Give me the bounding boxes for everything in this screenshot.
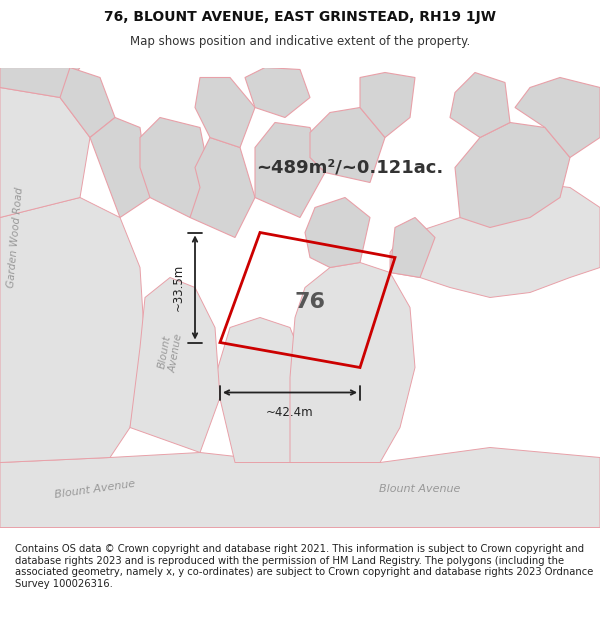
Text: ~489m²/~0.121ac.: ~489m²/~0.121ac.: [256, 159, 443, 176]
Polygon shape: [455, 122, 570, 228]
Text: ~33.5m: ~33.5m: [172, 264, 185, 311]
Polygon shape: [255, 122, 325, 218]
Polygon shape: [305, 198, 370, 268]
Polygon shape: [245, 68, 310, 118]
Polygon shape: [130, 278, 220, 452]
Text: Contains OS data © Crown copyright and database right 2021. This information is : Contains OS data © Crown copyright and d…: [15, 544, 593, 589]
Polygon shape: [515, 78, 600, 158]
Polygon shape: [90, 118, 150, 218]
Text: Blount Avenue: Blount Avenue: [54, 479, 136, 500]
Polygon shape: [0, 198, 145, 462]
Polygon shape: [360, 72, 415, 138]
Text: ~42.4m: ~42.4m: [266, 406, 314, 419]
Polygon shape: [0, 88, 90, 218]
Polygon shape: [0, 68, 80, 98]
Polygon shape: [0, 448, 600, 528]
Text: Blount Avenue: Blount Avenue: [379, 484, 461, 494]
Text: Blount
Avenue: Blount Avenue: [156, 331, 184, 374]
Polygon shape: [215, 318, 310, 462]
Text: 76, BLOUNT AVENUE, EAST GRINSTEAD, RH19 1JW: 76, BLOUNT AVENUE, EAST GRINSTEAD, RH19 …: [104, 9, 496, 24]
Polygon shape: [450, 72, 510, 138]
Polygon shape: [390, 217, 435, 278]
Polygon shape: [60, 68, 115, 138]
Polygon shape: [290, 262, 415, 462]
Text: Map shows position and indicative extent of the property.: Map shows position and indicative extent…: [130, 35, 470, 48]
Polygon shape: [390, 182, 600, 298]
Text: Garden Wood Road: Garden Wood Road: [5, 187, 25, 288]
Polygon shape: [195, 78, 255, 148]
Text: 76: 76: [295, 292, 325, 312]
Polygon shape: [310, 107, 385, 182]
Polygon shape: [140, 118, 210, 218]
Polygon shape: [190, 138, 255, 238]
